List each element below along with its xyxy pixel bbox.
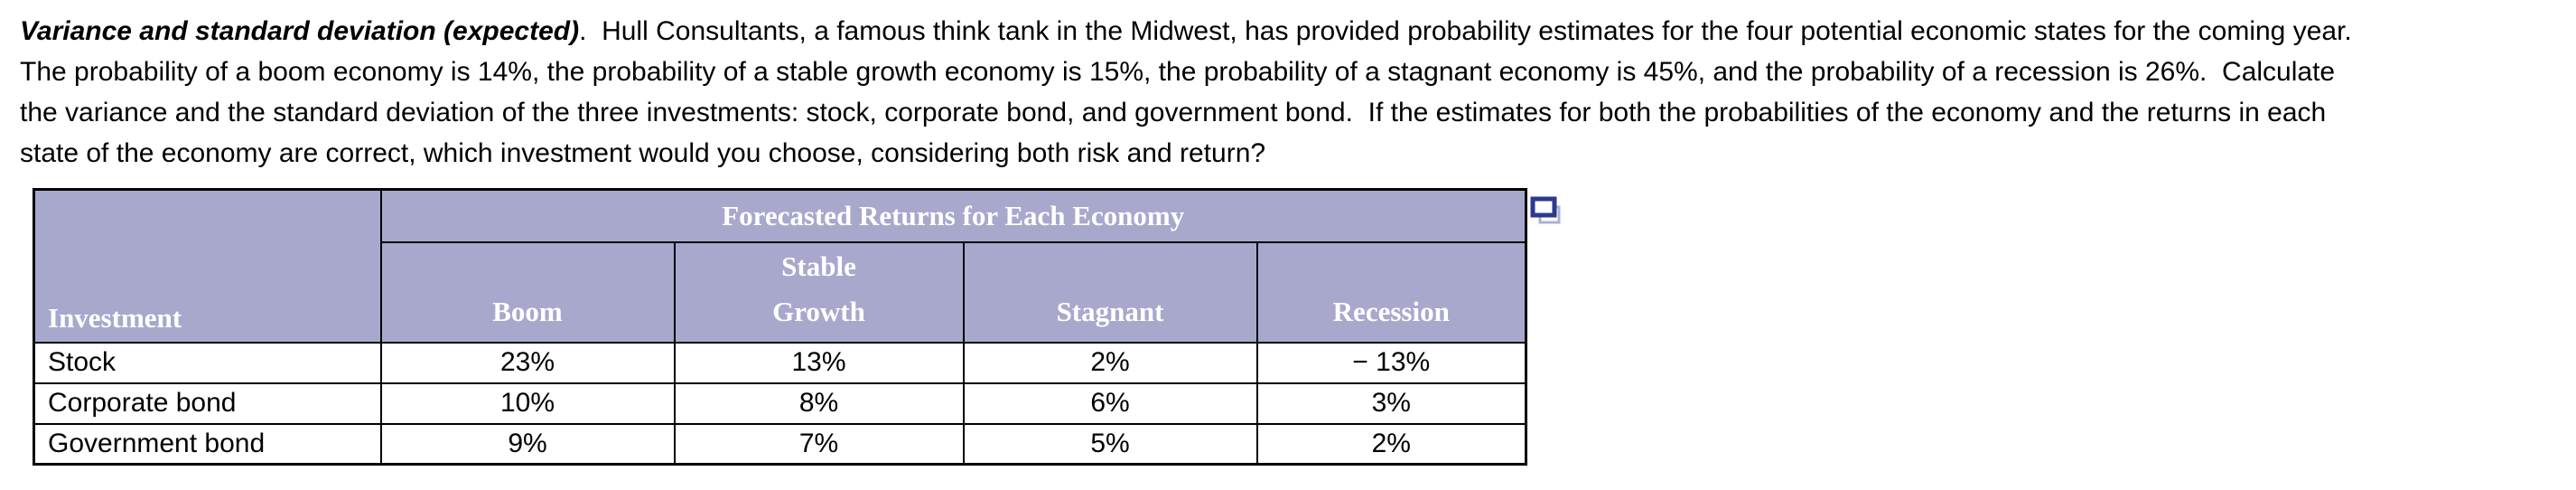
column-header-stagnant: Stagnant <box>962 240 1258 344</box>
paragraph-line: The probability of a boom economy is 14%… <box>20 52 2572 92</box>
column-header-recession: Recession <box>1255 240 1527 344</box>
table-cell: 9% <box>379 422 676 466</box>
table-cell: 10% <box>379 382 676 425</box>
paragraph-text: . Hull Consultants, a famous think tank … <box>579 16 2352 46</box>
row-label: Stock <box>33 341 382 384</box>
column-header-investment: Investment <box>33 188 382 344</box>
table-cell: 8% <box>673 382 965 425</box>
row-label: Corporate bond <box>33 382 382 425</box>
table-cell: − 13% <box>1255 341 1527 384</box>
table-cell: 6% <box>962 382 1258 425</box>
paragraph-line: state of the economy are correct, which … <box>20 133 2572 174</box>
paragraph-text: the variance and the standard deviation … <box>20 98 2327 127</box>
table-cell: 5% <box>962 422 1258 466</box>
paragraph-line: the variance and the standard deviation … <box>20 92 2572 133</box>
column-header-stable-growth: Stable Growth <box>673 240 965 344</box>
paragraph-line: Variance and standard deviation (expecte… <box>20 11 2572 52</box>
overlapping-rectangles-icon[interactable] <box>1530 196 1563 227</box>
table-cell: 2% <box>1255 422 1527 466</box>
row-label: Government bond <box>33 422 382 466</box>
table-cell: 2% <box>962 341 1258 384</box>
paragraph-text: The probability of a boom economy is 14%… <box>20 57 2336 87</box>
paragraph-text: state of the economy are correct, which … <box>20 138 1266 168</box>
table-group-header: Forecasted Returns for Each Economy <box>379 188 1527 243</box>
table-cell: 3% <box>1255 382 1527 425</box>
problem-title: Variance and standard deviation (expecte… <box>20 16 580 46</box>
forecasted-returns-table: Investment Forecasted Returns for Each E… <box>33 188 1527 466</box>
problem-statement: Variance and standard deviation (expecte… <box>20 11 2572 174</box>
table-cell: 7% <box>673 422 965 466</box>
table-row-corporate-bond: Corporate bond 10% 8% 6% 3% <box>33 382 1527 425</box>
table-cell: 13% <box>673 341 965 384</box>
table-cell: 23% <box>379 341 676 384</box>
table-row-stock: Stock 23% 13% 2% − 13% <box>33 341 1527 384</box>
table-row-government-bond: Government bond 9% 7% 5% 2% <box>33 422 1527 466</box>
column-header-boom: Boom <box>379 240 676 344</box>
